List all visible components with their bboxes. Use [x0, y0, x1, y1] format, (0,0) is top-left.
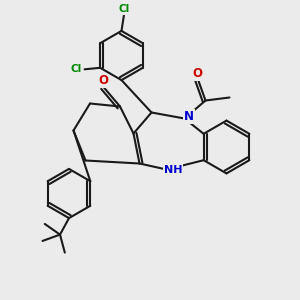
Text: Cl: Cl — [70, 64, 82, 74]
Text: NH: NH — [164, 165, 182, 175]
Text: O: O — [98, 74, 108, 88]
Text: O: O — [192, 67, 203, 80]
Text: Cl: Cl — [119, 4, 130, 14]
Text: N: N — [184, 110, 194, 123]
